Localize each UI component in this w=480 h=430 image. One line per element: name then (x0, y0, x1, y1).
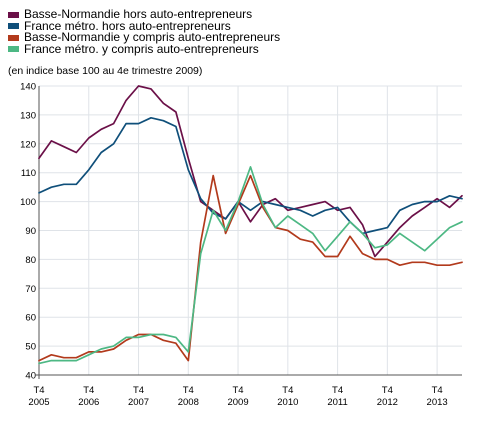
legend-swatch (8, 34, 19, 41)
legend-swatch (8, 46, 19, 53)
legend-label: France métro. y compris auto-entrepreneu… (24, 41, 259, 56)
x-tick-label-quarter: T4 (382, 385, 393, 396)
x-tick-label-year: 2012 (377, 397, 398, 408)
series-line-3 (38, 174, 463, 362)
x-tick-label-quarter: T4 (33, 385, 44, 396)
legend-label: Basse-Normandie hors auto-entrepreneurs (24, 7, 253, 21)
x-tick-label-year: 2005 (28, 397, 49, 408)
chart-subtitle: (en indice base 100 au 4e trimestre 2009… (8, 65, 203, 77)
series-line-2 (38, 116, 463, 235)
legend-item-basse-normandie-hors-ae: Basse-Normandie hors auto-entrepreneurs (8, 7, 280, 21)
x-tick-label-quarter: T4 (133, 385, 144, 396)
legend-swatch (8, 11, 19, 18)
legend-item-basse-normandie-y-compris-ae: Basse-Normandie y compris auto-entrepren… (8, 30, 281, 44)
x-tick-label-quarter: T4 (233, 385, 244, 396)
x-tick-label-year: 2013 (427, 397, 448, 408)
y-tick-label: 40 (25, 371, 36, 382)
x-tick-label-year: 2009 (227, 397, 248, 408)
x-tick-label-quarter: T4 (282, 385, 293, 396)
y-tick-label: 90 (25, 226, 36, 237)
x-tick-label-year: 2011 (327, 397, 347, 408)
legend: Basse-Normandie hors auto-entrepreneurs … (8, 7, 281, 56)
x-tick-label-year: 2006 (78, 397, 99, 408)
legend-label: Basse-Normandie y compris auto-entrepren… (24, 30, 281, 44)
y-tick-label: 110 (21, 168, 36, 179)
x-tick-label-year: 2010 (277, 397, 298, 408)
x-tick-label-quarter: T4 (183, 385, 194, 396)
legend-item-france-y-compris-ae: France métro. y compris auto-entrepreneu… (8, 41, 280, 56)
y-tick-label: 130 (20, 110, 36, 121)
x-tick-label-quarter: T4 (332, 385, 343, 396)
legend-swatch (8, 23, 19, 30)
y-tick-label: 120 (20, 139, 36, 150)
y-tick-label: 80 (25, 255, 36, 266)
x-tick-label-year: 2008 (178, 397, 199, 408)
legend-item-france-hors-ae: France métro. hors auto-entrepreneurs (8, 18, 280, 33)
x-tick-label-quarter: T4 (432, 385, 443, 396)
y-tick-label: 100 (20, 197, 36, 208)
y-tick-label: 60 (25, 313, 36, 324)
y-tick-label: 140 (20, 82, 36, 93)
x-tick-label-year: 2007 (128, 397, 149, 408)
x-tick-label-quarter: T4 (83, 385, 94, 396)
series-line-4 (38, 166, 463, 365)
legend-label: France métro. hors auto-entrepreneurs (24, 18, 231, 33)
y-tick-label: 50 (25, 342, 36, 353)
y-tick-label: 70 (25, 284, 36, 295)
series-line-1 (38, 85, 463, 258)
